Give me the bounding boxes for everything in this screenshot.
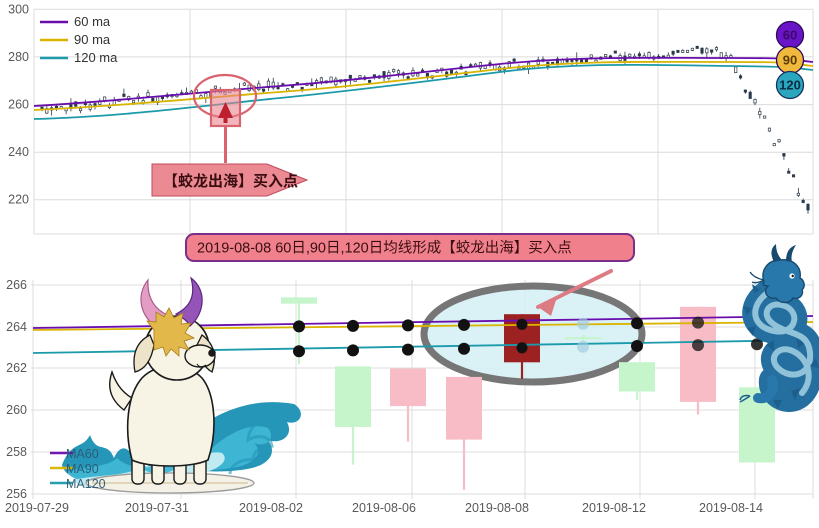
svg-text:220: 220 bbox=[8, 193, 29, 207]
svg-text:2019-07-29: 2019-07-29 bbox=[5, 501, 69, 515]
svg-text:262: 262 bbox=[6, 361, 27, 375]
svg-text:254: 254 bbox=[27, 0, 54, 4]
svg-text:2019-08-08 60日,90日,120日均线形成【蛟龙: 2019-08-08 60日,90日,120日均线形成【蛟龙出海】买入点 bbox=[197, 239, 572, 257]
svg-text:2019-08-02: 2019-08-02 bbox=[239, 501, 303, 515]
svg-text:MA90: MA90 bbox=[66, 462, 99, 476]
svg-text:120 ma: 120 ma bbox=[74, 50, 118, 65]
svg-text:2019-07-31: 2019-07-31 bbox=[125, 501, 189, 515]
svg-text:2019-08-14: 2019-08-14 bbox=[699, 501, 763, 515]
svg-text:300: 300 bbox=[8, 3, 29, 17]
svg-text:280: 280 bbox=[8, 50, 29, 64]
svg-text:90: 90 bbox=[783, 53, 797, 68]
svg-text:90 ma: 90 ma bbox=[74, 32, 111, 47]
svg-text:2019-08-08: 2019-08-08 bbox=[465, 501, 529, 515]
svg-text:266: 266 bbox=[6, 278, 27, 292]
svg-text:MA120: MA120 bbox=[66, 477, 106, 491]
svg-text:2019-08-06: 2019-08-06 bbox=[352, 501, 416, 515]
svg-text:260: 260 bbox=[6, 403, 27, 417]
svg-text:260: 260 bbox=[8, 98, 29, 112]
svg-text:60: 60 bbox=[783, 28, 797, 43]
svg-text:MA60: MA60 bbox=[66, 447, 99, 461]
svg-text:60 ma: 60 ma bbox=[74, 14, 111, 29]
svg-text:120: 120 bbox=[779, 78, 801, 93]
svg-text:264: 264 bbox=[6, 320, 27, 334]
svg-text:【蛟龙出海】买入点: 【蛟龙出海】买入点 bbox=[163, 172, 298, 190]
svg-text:240: 240 bbox=[8, 145, 29, 159]
svg-text:258: 258 bbox=[6, 445, 27, 459]
svg-text:256: 256 bbox=[6, 487, 27, 501]
svg-text:2019-08-12: 2019-08-12 bbox=[582, 501, 646, 515]
